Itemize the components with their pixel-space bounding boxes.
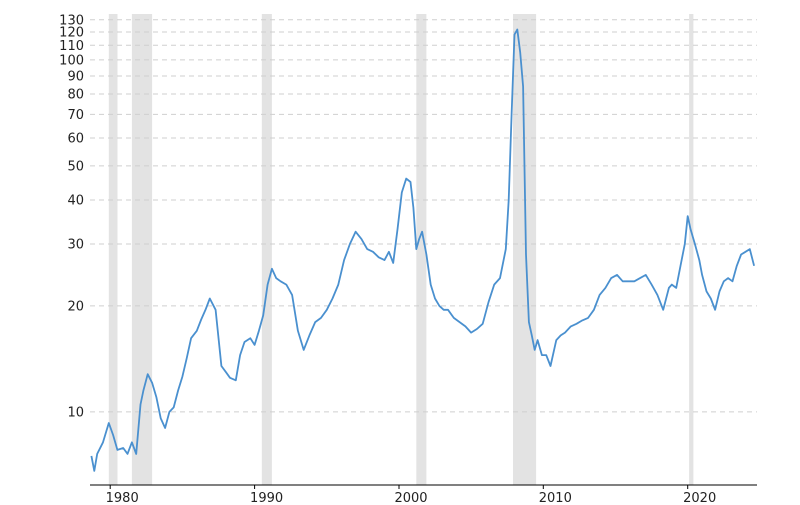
- x-axis-ticks: 1980 1990 2000 2010 2020: [106, 485, 716, 505]
- x-tick-label-2000: 2000: [394, 491, 427, 505]
- y-tick-label-90: 90: [67, 70, 84, 85]
- y-tick-label-130: 130: [59, 13, 84, 28]
- y-tick-label-50: 50: [67, 159, 84, 174]
- recession-band-3: [416, 14, 427, 485]
- x-tick-label-1980: 1980: [106, 491, 139, 505]
- y-tick-label-70: 70: [67, 108, 84, 123]
- y-tick-label-10: 10: [67, 405, 84, 420]
- y-tick-label-100: 100: [59, 53, 84, 68]
- recession-band-4: [513, 14, 537, 485]
- series-layer: [90, 28, 755, 472]
- y-tick-label-110: 110: [59, 39, 84, 54]
- y-tick-label-120: 120: [59, 26, 84, 41]
- recession-band-5: [689, 14, 694, 485]
- x-tick-label-2020: 2020: [683, 491, 716, 505]
- series-line-0: [90, 28, 755, 472]
- y-tick-label-80: 80: [67, 88, 84, 103]
- y-tick-label-40: 40: [67, 194, 84, 209]
- recession-band-2: [261, 14, 272, 485]
- x-tick-label-2010: 2010: [539, 491, 572, 505]
- recession-band-1: [131, 14, 153, 485]
- y-tick-label-20: 20: [67, 299, 84, 314]
- y-gridlines: [90, 19, 757, 413]
- x-tick-label-1990: 1990: [250, 491, 283, 505]
- y-tick-label-30: 30: [67, 238, 84, 253]
- recession-bands: [108, 14, 694, 485]
- recession-band-0: [108, 14, 118, 485]
- y-tick-label-60: 60: [67, 132, 84, 147]
